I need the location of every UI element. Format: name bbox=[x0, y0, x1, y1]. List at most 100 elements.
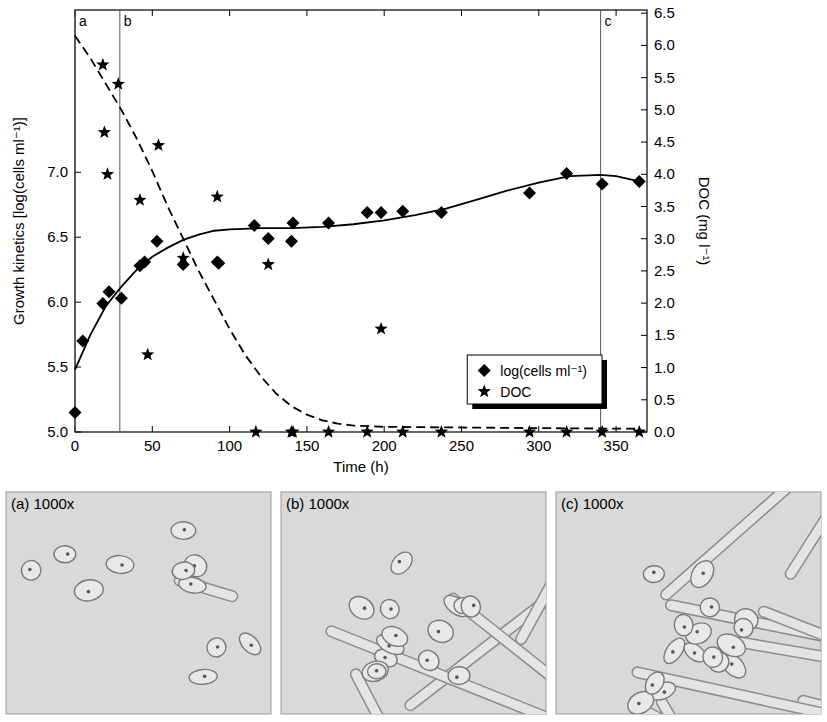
y2-tick-label: 0.0 bbox=[654, 423, 675, 440]
micrograph-background bbox=[6, 492, 271, 714]
x-tick-top bbox=[229, 10, 230, 16]
x-tick-label: 100 bbox=[217, 437, 242, 454]
micrograph-panel: (a) 1000x bbox=[6, 492, 271, 714]
point-star bbox=[211, 190, 224, 203]
annotation-lines bbox=[75, 10, 601, 432]
x-tick bbox=[229, 426, 230, 432]
x-tick-top bbox=[306, 10, 307, 16]
x-tick-label: 150 bbox=[294, 437, 319, 454]
y2-tick bbox=[641, 77, 647, 78]
y2-tick bbox=[641, 303, 647, 304]
legend-label: log(cells ml⁻¹) bbox=[500, 363, 587, 379]
point-star bbox=[133, 193, 146, 206]
fit-curve bbox=[75, 175, 639, 370]
y2-tick-label: 4.5 bbox=[654, 133, 675, 150]
y2-tick-label: 4.0 bbox=[654, 165, 675, 182]
micrograph-cells bbox=[624, 492, 821, 714]
point-star bbox=[177, 251, 190, 264]
y-tick bbox=[75, 302, 81, 303]
x-tick-label: 350 bbox=[604, 437, 629, 454]
point-diamond bbox=[523, 187, 536, 200]
y2-tick bbox=[641, 270, 647, 271]
x-tick bbox=[538, 426, 539, 432]
point-star bbox=[141, 348, 154, 361]
chart: 0501001502002503003505.05.56.06.57.00.00… bbox=[10, 4, 713, 475]
y2-tick bbox=[641, 206, 647, 207]
annotation-label: c bbox=[605, 13, 612, 29]
y-tick-label: 7.0 bbox=[47, 163, 68, 180]
micrograph-label-bg bbox=[558, 494, 627, 513]
annotation-line bbox=[119, 10, 120, 432]
point-diamond bbox=[248, 219, 261, 232]
y2-tick-label: 5.0 bbox=[654, 101, 675, 118]
y2-tick bbox=[641, 45, 647, 46]
point-star bbox=[152, 138, 165, 151]
point-diamond bbox=[150, 235, 163, 248]
legend-marker bbox=[478, 364, 491, 377]
micrograph-background bbox=[281, 492, 546, 714]
micrograph-label-bg bbox=[283, 494, 353, 513]
plot-frame bbox=[75, 10, 647, 432]
micrograph-label: (a) 1000x bbox=[11, 495, 75, 512]
y2-tick-label: 3.0 bbox=[654, 230, 675, 247]
legend-box bbox=[467, 355, 602, 404]
y2-tick-label: 1.5 bbox=[654, 326, 675, 343]
y2-tick bbox=[641, 142, 647, 143]
y2-tick-label: 0.5 bbox=[654, 391, 675, 408]
micrograph-cells bbox=[331, 492, 546, 714]
data-area bbox=[69, 36, 646, 438]
x-tick-label: 300 bbox=[526, 437, 551, 454]
point-star bbox=[249, 425, 262, 438]
y2-tick-label: 2.0 bbox=[654, 294, 675, 311]
y2-tick bbox=[641, 367, 647, 368]
point-star bbox=[101, 167, 114, 180]
point-star bbox=[523, 425, 536, 438]
y-axis-title: Growth kinetics [log(cells ml⁻¹)] bbox=[10, 117, 27, 325]
y2-tick-label: 1.0 bbox=[654, 359, 675, 376]
point-star bbox=[560, 425, 573, 438]
point-diamond bbox=[69, 406, 82, 419]
y2-tick bbox=[641, 335, 647, 336]
x-tick-top bbox=[538, 10, 539, 16]
x-tick bbox=[306, 426, 307, 432]
y2-tick-label: 5.5 bbox=[654, 69, 675, 86]
x-tick-top bbox=[152, 10, 153, 16]
micrograph-label: (b) 1000x bbox=[286, 495, 350, 512]
point-star bbox=[633, 425, 646, 438]
x-axis-title: Time (h) bbox=[333, 458, 388, 475]
point-diamond bbox=[212, 257, 225, 270]
micrograph-panel: (c) 1000x bbox=[556, 396, 827, 722]
y-tick-label: 6.0 bbox=[47, 293, 68, 310]
x-tick-label: 0 bbox=[71, 437, 79, 454]
y-tick-label: 5.0 bbox=[47, 423, 68, 440]
y2-tick-label: 3.5 bbox=[654, 198, 675, 215]
point-diamond bbox=[361, 206, 374, 219]
legend-label: DOC bbox=[500, 384, 531, 400]
point-diamond bbox=[375, 206, 388, 219]
point-star bbox=[322, 425, 335, 438]
y2-axis-title: DOC (mg l⁻¹) bbox=[696, 177, 713, 266]
x-tick-label: 50 bbox=[144, 437, 161, 454]
figure: 0501001502002503003505.05.56.06.57.00.00… bbox=[0, 0, 827, 722]
legend: log(cells ml⁻¹) DOC bbox=[467, 355, 607, 409]
annotation-label: a bbox=[79, 13, 87, 29]
x-tick bbox=[384, 426, 385, 432]
point-star bbox=[112, 77, 125, 90]
legend-marker bbox=[478, 385, 491, 398]
point-diamond bbox=[262, 232, 275, 245]
point-star bbox=[286, 425, 299, 438]
micrograph-label: (c) 1000x bbox=[561, 495, 624, 512]
y-tick-label: 5.5 bbox=[47, 358, 68, 375]
y2-tick bbox=[641, 399, 647, 400]
x-tick-top bbox=[616, 10, 617, 16]
point-star bbox=[374, 322, 387, 335]
point-diamond bbox=[285, 235, 298, 248]
y-tick-label: 6.5 bbox=[47, 228, 68, 245]
micrograph-label-bg bbox=[8, 494, 78, 513]
micrograph-cells bbox=[18, 522, 265, 686]
point-star bbox=[96, 58, 109, 71]
fit-curve-dashed bbox=[75, 36, 639, 429]
y2-tick-label: 6.0 bbox=[654, 36, 675, 53]
y2-tick bbox=[641, 13, 647, 14]
y2-tick-label: 2.5 bbox=[654, 262, 675, 279]
